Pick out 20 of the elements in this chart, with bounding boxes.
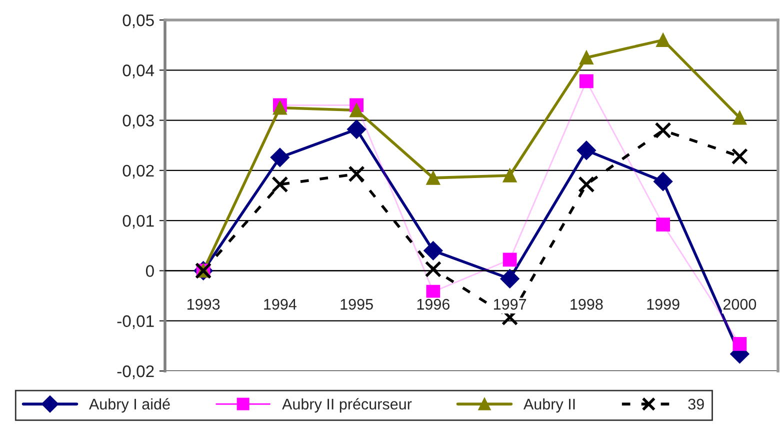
y-tick-label: 0,03	[122, 114, 154, 128]
x-tick-label: 1996	[417, 298, 450, 310]
x-tick-label: 1998	[570, 298, 603, 310]
y-tick-label: 0,02	[122, 164, 154, 179]
y-tick-label: -0,01	[117, 315, 154, 330]
y-tick-label: 0,05	[122, 14, 154, 28]
legend-label: Aubry II	[523, 398, 575, 413]
x-tick-label: 1999	[647, 298, 680, 310]
x-tick-label: 2000	[723, 298, 756, 310]
y-tick-label: 0,01	[122, 214, 154, 229]
legend-label: Aubry II précurseur	[282, 398, 412, 413]
y-tick-label: 0	[146, 265, 154, 277]
x-tick-label: 1995	[340, 298, 373, 310]
x-tick-label: 1997	[494, 298, 526, 310]
x-tick-label: 1993	[187, 298, 220, 310]
x-tick-label: 1994	[264, 298, 296, 310]
legend-label: 39	[688, 398, 704, 410]
legend-label: Aubry I aidé	[89, 398, 170, 413]
y-tick-label: 0,04	[122, 64, 154, 78]
y-tick-label: -0,02	[117, 365, 154, 380]
